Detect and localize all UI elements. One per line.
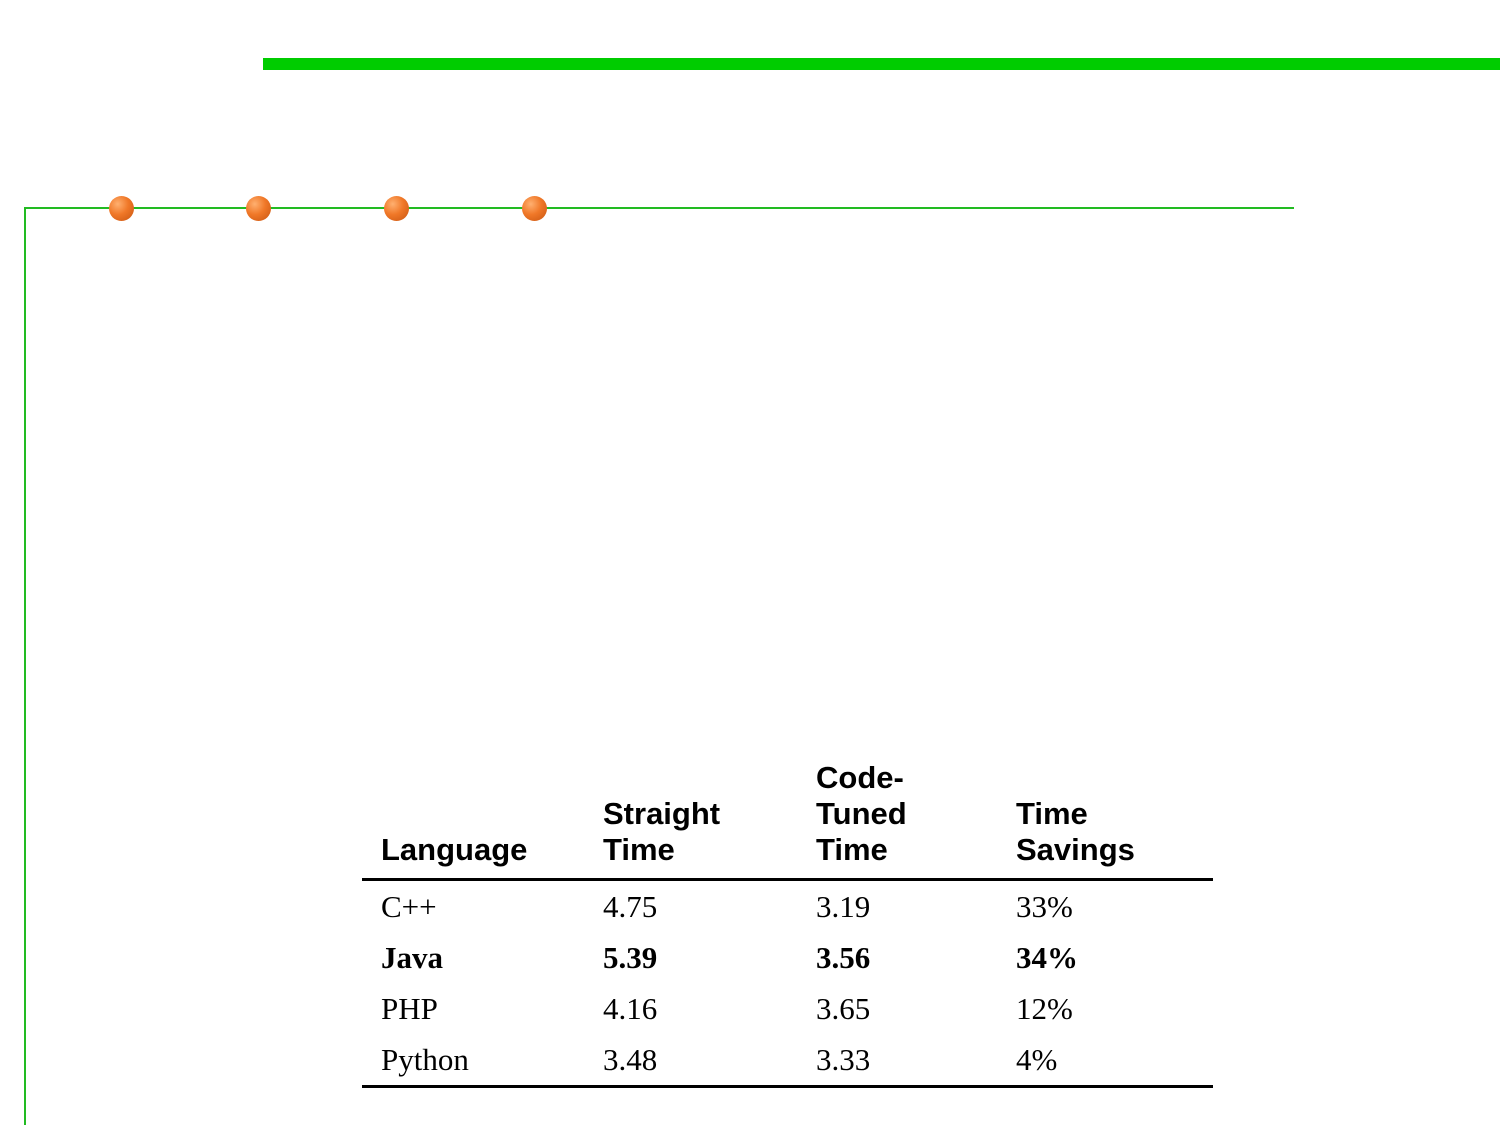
header-straight-time: Straight Time xyxy=(584,760,797,881)
table-row: PHP 4.16 3.65 12% xyxy=(362,983,1213,1034)
table-row: Python 3.48 3.33 4% xyxy=(362,1034,1213,1088)
orange-bullet-dot xyxy=(246,196,271,221)
cell-language: Python xyxy=(362,1034,584,1088)
header-line: Savings xyxy=(1016,832,1135,867)
header-line: Code- xyxy=(816,760,904,795)
cell-straight-time: 5.39 xyxy=(603,940,658,975)
cell-time-savings: 4% xyxy=(997,1034,1213,1088)
table-row: Java 5.39 3.56 34% xyxy=(362,932,1213,983)
orange-bullet-dot xyxy=(109,196,134,221)
cell-tuned-time: 3.65 xyxy=(816,991,871,1026)
cell-straight-time: 4.16 xyxy=(603,991,658,1026)
header-line: Language xyxy=(381,832,528,867)
cell-tuned-time: 3.33 xyxy=(797,1034,997,1088)
table-row: C++ 4.75 3.19 33% xyxy=(362,880,1213,933)
cell-straight-time: 3.48 xyxy=(584,1034,797,1088)
header-line: Time xyxy=(816,832,888,867)
orange-bullet-dot xyxy=(384,196,409,221)
horizontal-rule xyxy=(24,207,1294,209)
header-line: Straight xyxy=(603,796,721,831)
cell-straight-time: 4.75 xyxy=(603,889,658,924)
cell-tuned-time: 3.56 xyxy=(816,940,871,975)
top-accent-bar xyxy=(263,58,1500,70)
cell-time-savings: 33% xyxy=(1016,889,1073,924)
vertical-rule xyxy=(24,207,26,1125)
cell-language: C++ xyxy=(381,889,437,924)
cell-time-savings: 34% xyxy=(1016,940,1078,975)
header-line: Time xyxy=(603,832,675,867)
timing-comparison-table: Language Straight Time Code- Tuned Time … xyxy=(362,760,1213,1088)
header-line: Time xyxy=(1016,796,1088,831)
header-time-savings: Time Savings xyxy=(997,760,1213,881)
orange-bullet-dot xyxy=(522,196,547,221)
cell-language: Java xyxy=(381,940,443,975)
cell-time-savings: 12% xyxy=(1016,991,1073,1026)
cell-tuned-time: 3.19 xyxy=(816,889,871,924)
header-line: Tuned xyxy=(816,796,907,831)
header-code-tuned-time: Code- Tuned Time xyxy=(797,760,997,881)
cell-language: PHP xyxy=(381,991,438,1026)
table-header-row: Language Straight Time Code- Tuned Time … xyxy=(362,760,1213,881)
header-language: Language xyxy=(362,760,584,881)
